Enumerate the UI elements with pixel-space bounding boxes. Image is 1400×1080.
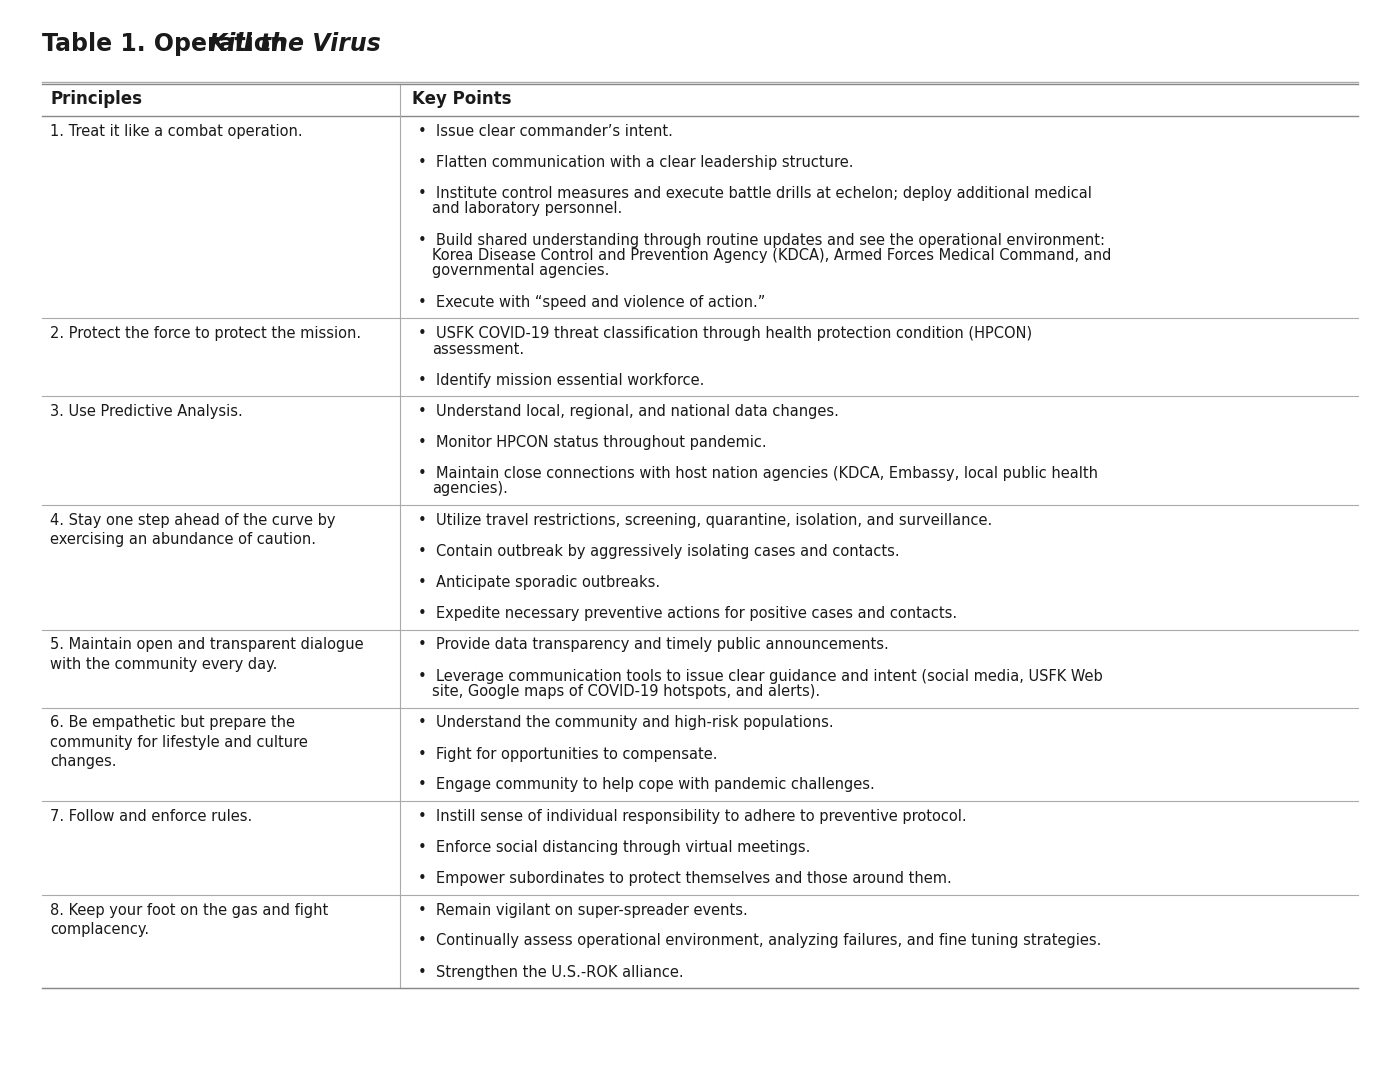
Text: •  Build shared understanding through routine updates and see the operational en: • Build shared understanding through rou… [419, 232, 1105, 247]
Text: •  Flatten communication with a clear leadership structure.: • Flatten communication with a clear lea… [419, 156, 854, 170]
Text: •  Remain vigilant on super-spreader events.: • Remain vigilant on super-spreader even… [419, 903, 748, 918]
Text: •  Provide data transparency and timely public announcements.: • Provide data transparency and timely p… [419, 637, 889, 652]
Text: Key Points: Key Points [412, 90, 511, 108]
Text: •  Understand the community and high-risk populations.: • Understand the community and high-risk… [419, 715, 833, 730]
Text: •  Issue clear commander’s intent.: • Issue clear commander’s intent. [419, 124, 673, 139]
Text: •  Fight for opportunities to compensate.: • Fight for opportunities to compensate. [419, 746, 717, 761]
Text: •  Strengthen the U.S.-ROK alliance.: • Strengthen the U.S.-ROK alliance. [419, 964, 683, 980]
Text: •  Understand local, regional, and national data changes.: • Understand local, regional, and nation… [419, 404, 839, 419]
Text: 1. Treat it like a combat operation.: 1. Treat it like a combat operation. [50, 124, 302, 139]
Text: site, Google maps of COVID-19 hotspots, and alerts).: site, Google maps of COVID-19 hotspots, … [433, 684, 820, 699]
Text: •  Institute control measures and execute battle drills at echelon; deploy addit: • Institute control measures and execute… [419, 186, 1092, 201]
Text: agencies).: agencies). [433, 482, 508, 497]
Text: •  Instill sense of individual responsibility to adhere to preventive protocol.: • Instill sense of individual responsibi… [419, 809, 966, 824]
Text: 6. Be empathetic but prepare the
community for lifestyle and culture
changes.: 6. Be empathetic but prepare the communi… [50, 715, 308, 769]
Text: Korea Disease Control and Prevention Agency (KDCA), Armed Forces Medical Command: Korea Disease Control and Prevention Age… [433, 248, 1112, 264]
Text: 8. Keep your foot on the gas and fight
complacency.: 8. Keep your foot on the gas and fight c… [50, 903, 328, 936]
Text: •  Leverage communication tools to issue clear guidance and intent (social media: • Leverage communication tools to issue … [419, 669, 1103, 684]
Text: •  Empower subordinates to protect themselves and those around them.: • Empower subordinates to protect themse… [419, 870, 952, 886]
Text: •  Continually assess operational environment, analyzing failures, and fine tuni: • Continually assess operational environ… [419, 933, 1102, 948]
Text: 4. Stay one step ahead of the curve by
exercising an abundance of caution.: 4. Stay one step ahead of the curve by e… [50, 513, 336, 548]
Text: •  Identify mission essential workforce.: • Identify mission essential workforce. [419, 373, 704, 388]
Text: Kill the Virus: Kill the Virus [209, 32, 381, 56]
Text: 7. Follow and enforce rules.: 7. Follow and enforce rules. [50, 809, 252, 824]
Text: •  Maintain close connections with host nation agencies (KDCA, Embassy, local pu: • Maintain close connections with host n… [419, 465, 1098, 481]
Text: •  Anticipate sporadic outbreaks.: • Anticipate sporadic outbreaks. [419, 575, 659, 590]
Text: 2. Protect the force to protect the mission.: 2. Protect the force to protect the miss… [50, 326, 361, 341]
Text: •  USFK COVID-19 threat classification through health protection condition (HPCO: • USFK COVID-19 threat classification th… [419, 326, 1032, 341]
Text: Principles: Principles [50, 90, 141, 108]
Text: •  Engage community to help cope with pandemic challenges.: • Engage community to help cope with pan… [419, 778, 875, 793]
Text: •  Execute with “speed and violence of action.”: • Execute with “speed and violence of ac… [419, 295, 766, 310]
Text: Table 1. Operation: Table 1. Operation [42, 32, 295, 56]
Text: governmental agencies.: governmental agencies. [433, 264, 609, 279]
Text: •  Utilize travel restrictions, screening, quarantine, isolation, and surveillan: • Utilize travel restrictions, screening… [419, 513, 993, 528]
Text: •  Contain outbreak by aggressively isolating cases and contacts.: • Contain outbreak by aggressively isola… [419, 544, 900, 559]
Text: 3. Use Predictive Analysis.: 3. Use Predictive Analysis. [50, 404, 242, 419]
Text: 5. Maintain open and transparent dialogue
with the community every day.: 5. Maintain open and transparent dialogu… [50, 637, 364, 672]
Text: •  Expedite necessary preventive actions for positive cases and contacts.: • Expedite necessary preventive actions … [419, 606, 958, 621]
Text: and laboratory personnel.: and laboratory personnel. [433, 202, 622, 216]
Text: •  Enforce social distancing through virtual meetings.: • Enforce social distancing through virt… [419, 840, 811, 855]
Text: assessment.: assessment. [433, 341, 524, 356]
Text: •  Monitor HPCON status throughout pandemic.: • Monitor HPCON status throughout pandem… [419, 435, 767, 450]
